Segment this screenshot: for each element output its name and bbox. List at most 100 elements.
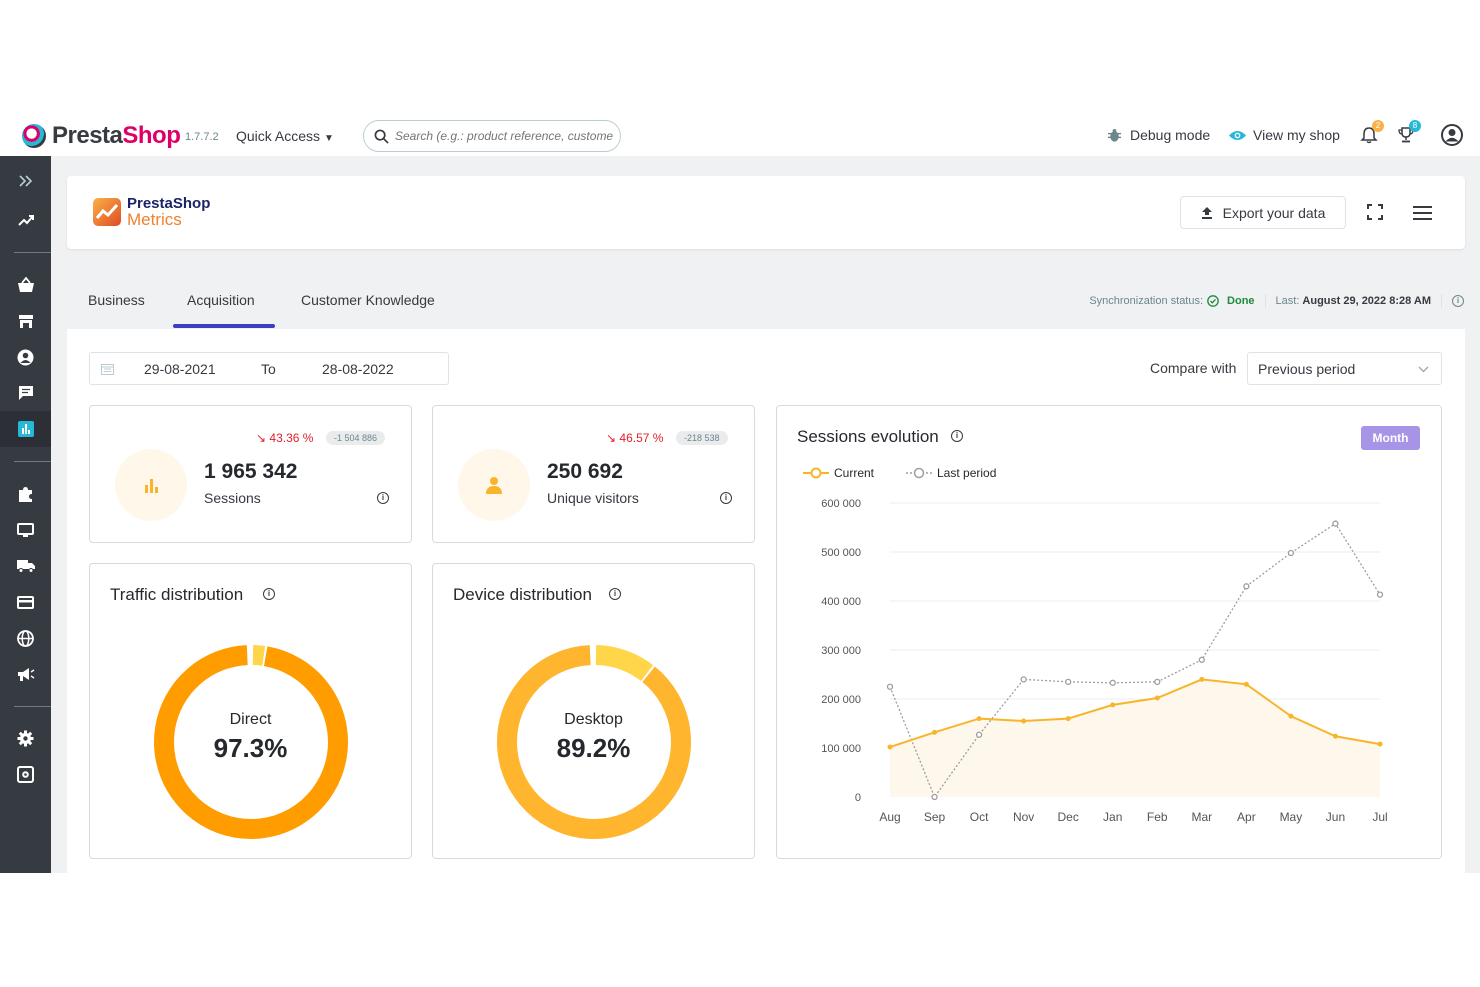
main-content: PrestaShop Metrics Export your data Busi… — [51, 156, 1480, 873]
sidebar-item-marketing[interactable] — [0, 656, 51, 692]
menu-button[interactable] — [1413, 206, 1432, 225]
search-icon — [374, 129, 389, 144]
last-period-point — [1198, 656, 1205, 663]
last-period-point — [1020, 676, 1027, 683]
gear-icon — [17, 730, 34, 746]
upload-icon — [1201, 207, 1212, 219]
prestashop-logo[interactable]: PrestaShop — [22, 122, 181, 150]
monitor-icon — [17, 522, 34, 537]
visitors-value: 250 692 — [547, 460, 623, 483]
date-range-picker[interactable]: 29-08-2021 To 28-08-2022 — [89, 352, 449, 385]
device-donut-chart[interactable] — [433, 564, 756, 860]
debug-mode-label: Debug mode — [1130, 127, 1211, 143]
last-period-point — [975, 731, 983, 738]
visitors-trend: ↘ 46.57 % — [606, 431, 664, 445]
x-tick-label: Nov — [1013, 810, 1034, 824]
current-point — [1065, 716, 1071, 722]
sessions-trend: ↘ 43.36 % — [256, 431, 314, 445]
export-data-button[interactable]: Export your data — [1180, 196, 1346, 229]
metrics-logo-icon — [93, 198, 121, 226]
sidebar-item-design[interactable] — [0, 512, 51, 548]
sessions-evolution-card: Sessions evolution i Month Current Last … — [776, 405, 1442, 859]
legend-last-period-label: Last period — [937, 466, 997, 480]
sync-info-icon[interactable]: i — [1452, 295, 1464, 307]
last-period-point — [1154, 678, 1161, 686]
sidebar-item-settings[interactable] — [0, 720, 51, 756]
info-icon[interactable]: i — [263, 588, 275, 600]
legend-current[interactable]: Current — [803, 466, 874, 480]
notifications-button[interactable]: 2 — [1360, 120, 1384, 144]
current-point — [932, 729, 938, 735]
search-input[interactable] — [395, 129, 615, 143]
sidebar-item-stats[interactable] — [0, 202, 51, 238]
sidebar-item-catalog[interactable] — [0, 303, 51, 339]
visitors-trend-value: 46.57 % — [619, 431, 664, 445]
month-period-button[interactable]: Month — [1361, 426, 1420, 450]
date-to[interactable]: 28-08-2022 — [322, 361, 394, 377]
sidebar-item-shipping[interactable] — [0, 548, 51, 584]
sidebar-item-modules[interactable] — [0, 476, 51, 512]
info-icon[interactable]: i — [377, 492, 389, 504]
sessions-line-chart[interactable]: 600 000 500 000 400 000 300 000 200 000 100 0… — [777, 406, 1443, 860]
double-chevron-right-icon — [18, 175, 32, 187]
megaphone-icon — [17, 667, 34, 681]
current-point — [1288, 713, 1294, 719]
tab-customer-knowledge[interactable]: Customer Knowledge — [301, 292, 435, 308]
brand-name-part1: Presta — [52, 122, 123, 149]
quick-access-menu[interactable]: Quick Access ▼ — [236, 128, 334, 144]
info-icon[interactable]: i — [951, 430, 963, 442]
trophy-button[interactable]: 8 — [1397, 120, 1421, 144]
current-point — [1377, 741, 1383, 747]
fullscreen-button[interactable] — [1367, 204, 1383, 225]
sidebar-item-metrics[interactable] — [0, 411, 51, 447]
acquisition-panel: 29-08-2021 To 28-08-2022 Compare with Pr… — [67, 329, 1465, 873]
tab-acquisition[interactable]: Acquisition — [187, 292, 255, 308]
sync-status: Synchronization status: Done Last: Augus… — [1089, 294, 1464, 308]
sidebar-item-customers[interactable] — [0, 339, 51, 375]
search-box[interactable] — [363, 120, 621, 152]
trophy-icon — [1398, 127, 1414, 143]
sidebar-item-orders[interactable] — [0, 267, 51, 303]
trophy-badge: 8 — [1409, 120, 1421, 132]
tab-business[interactable]: Business — [88, 292, 145, 308]
chevron-down-icon — [1418, 366, 1429, 373]
x-tick-label: Jan — [1103, 810, 1122, 824]
debug-mode-link[interactable]: Debug mode — [1107, 127, 1210, 143]
y-tick-label: 500 000 — [821, 547, 861, 559]
legend-last-period[interactable]: Last period — [906, 466, 996, 480]
traffic-other-segment — [154, 645, 348, 839]
current-line — [889, 678, 1381, 748]
divider — [1441, 294, 1442, 308]
current-series-area — [890, 679, 1380, 797]
date-to-label: To — [261, 361, 276, 377]
legend-current-marker — [803, 467, 829, 479]
account-icon — [1441, 124, 1463, 146]
device-distribution-title: Device distribution — [453, 585, 592, 604]
last-period-point — [1287, 549, 1295, 557]
compare-period-select[interactable]: Previous period — [1247, 352, 1442, 385]
sessions-kpi-card: ↘ 43.36 % -1 504 886 1 965 342 Sessions … — [89, 405, 412, 543]
legend-current-label: Current — [834, 466, 875, 480]
sidebar-item-international[interactable] — [0, 620, 51, 656]
current-point — [1154, 695, 1160, 701]
view-my-shop-link[interactable]: View my shop — [1228, 127, 1340, 143]
info-icon[interactable]: i — [720, 492, 732, 504]
current-point — [976, 716, 982, 722]
device-top-label: Desktop — [564, 711, 623, 728]
traffic-donut-chart[interactable] — [90, 564, 413, 860]
expand-sidebar-button[interactable] — [0, 163, 51, 199]
info-icon[interactable]: i — [609, 588, 621, 600]
last-period-point — [886, 683, 894, 690]
hamburger-menu-icon — [1413, 206, 1432, 220]
compare-period-value: Previous period — [1258, 361, 1356, 377]
user-account-button[interactable] — [1441, 124, 1463, 146]
sessions-trend-value: 43.36 % — [269, 431, 314, 445]
visitors-diff-badge: -218 538 — [676, 431, 728, 445]
sidebar-item-payment[interactable] — [0, 584, 51, 620]
legend-last-period-marker — [906, 467, 932, 479]
sidebar-item-advanced[interactable] — [0, 756, 51, 792]
date-from[interactable]: 29-08-2021 — [144, 361, 216, 377]
current-point — [1332, 733, 1338, 739]
traffic-main-segment — [154, 645, 348, 839]
sidebar-item-messages[interactable] — [0, 375, 51, 411]
